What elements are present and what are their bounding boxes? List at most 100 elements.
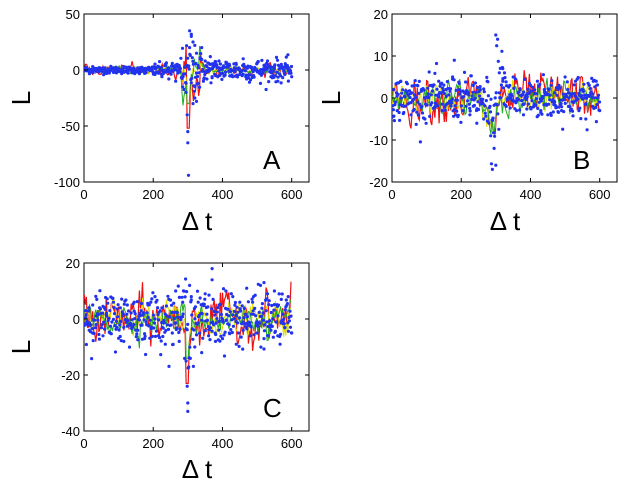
panel-c-point <box>186 322 190 326</box>
panel-b-point <box>408 95 412 100</box>
panel-b-point <box>471 90 475 94</box>
panel-a-point <box>125 70 129 74</box>
panel-c-point <box>134 335 138 339</box>
panel-a-point <box>180 46 185 50</box>
panel-c-point <box>100 311 105 315</box>
panel-c-point <box>119 319 123 324</box>
panel-b-point <box>430 89 434 93</box>
panel-b-point <box>596 93 601 97</box>
panel-c-point <box>270 324 274 328</box>
panel-a-point <box>207 61 211 65</box>
panel-c-point <box>185 290 189 294</box>
panel-b-point <box>567 96 571 100</box>
panel-b-point <box>522 102 526 106</box>
panel-b-point <box>526 87 530 91</box>
panel-c-point <box>271 317 275 321</box>
panel-a-point <box>189 81 193 85</box>
panel-b-point <box>412 83 417 87</box>
panel-a-point <box>235 75 240 79</box>
panel-c-point <box>208 326 213 330</box>
panel-c-point <box>146 315 150 320</box>
panel-c-point <box>129 311 133 315</box>
panel-b-point <box>468 113 472 117</box>
panel-c-point <box>133 312 137 316</box>
panel-c-ytick-label: 20 <box>66 256 80 271</box>
panel-c-point <box>125 312 129 316</box>
panel-b-point <box>434 61 439 66</box>
panel-a-point <box>199 52 203 56</box>
panel-a-point <box>208 55 212 59</box>
panel-c-point <box>172 301 176 305</box>
panel-b-point <box>548 98 552 102</box>
panel-c-point <box>229 328 233 332</box>
panel-a-point <box>195 74 200 79</box>
panel-a-point <box>242 62 246 66</box>
panel-a-point <box>270 65 274 69</box>
panel-a-point <box>194 51 199 55</box>
panel-b-point <box>433 71 437 75</box>
panel-c-point <box>84 313 88 317</box>
panel-c-point <box>144 352 148 357</box>
panel-a-point <box>212 62 216 66</box>
panel-c-point <box>137 318 141 322</box>
panel-b-point <box>482 87 486 91</box>
panel-b-point <box>452 114 456 118</box>
panel-a-point <box>205 64 209 69</box>
panel-b-point <box>419 88 423 92</box>
panel-c-point <box>207 334 211 338</box>
panel-a-point <box>169 72 173 76</box>
panel-a-point <box>218 62 222 66</box>
panel-a-ytick-label: -50 <box>61 119 80 134</box>
panel-b-point <box>423 117 427 121</box>
panel-a-point <box>286 79 290 83</box>
panel-c-point <box>87 328 91 332</box>
panel-a-point <box>112 70 116 74</box>
panel-c-point <box>143 337 147 341</box>
panel-b-point <box>561 127 565 131</box>
panel-c-point <box>110 320 114 324</box>
panel-b-point <box>416 84 420 88</box>
panel-a-point <box>286 53 290 57</box>
panel-c-point <box>283 325 287 329</box>
panel-c-point <box>230 330 234 335</box>
panel-c-point <box>139 309 143 313</box>
panel-c-point <box>284 298 288 302</box>
panel-a: L Δ t A 0 200 400 600 50 0 -50 -100 <box>6 7 310 236</box>
panel-c-point <box>181 312 185 316</box>
panel-c-point <box>133 317 137 321</box>
panel-a-point <box>223 73 227 77</box>
panel-b-point <box>595 103 599 107</box>
panel-b-point <box>414 122 418 126</box>
panel-b-point <box>596 96 600 100</box>
panel-c-point <box>175 310 179 315</box>
panel-b-point <box>528 83 533 87</box>
panel-a-point <box>244 73 248 77</box>
panel-c-point <box>265 292 270 296</box>
panel-c-point <box>111 317 115 321</box>
panel-b-point <box>452 58 456 62</box>
panel-b-point <box>573 91 577 95</box>
panel-b-point <box>570 92 574 96</box>
panel-c-point <box>108 309 112 313</box>
panel-b-point <box>588 93 592 98</box>
panel-a-point <box>224 70 228 74</box>
panel-c-ytick-label: -40 <box>61 424 80 439</box>
panel-c-point <box>219 334 223 338</box>
panel-a-point <box>261 71 265 75</box>
panel-c-point <box>129 323 133 327</box>
panel-c-point <box>219 312 223 317</box>
panel-b-point <box>468 106 472 110</box>
panel-c-point <box>84 322 87 326</box>
panel-c-point <box>267 299 271 303</box>
panel-c-point <box>155 298 159 302</box>
panel-b-point <box>478 88 482 92</box>
panel-b-point <box>536 113 540 117</box>
panel-a-point <box>167 77 171 81</box>
panel-c-point <box>132 309 136 313</box>
panel-b-point <box>402 110 406 115</box>
panel-c-point <box>287 319 291 323</box>
panel-b-point <box>508 83 512 87</box>
panel-c-point <box>169 323 173 327</box>
panel-a-point <box>279 74 283 78</box>
panel-a-point <box>248 73 252 77</box>
